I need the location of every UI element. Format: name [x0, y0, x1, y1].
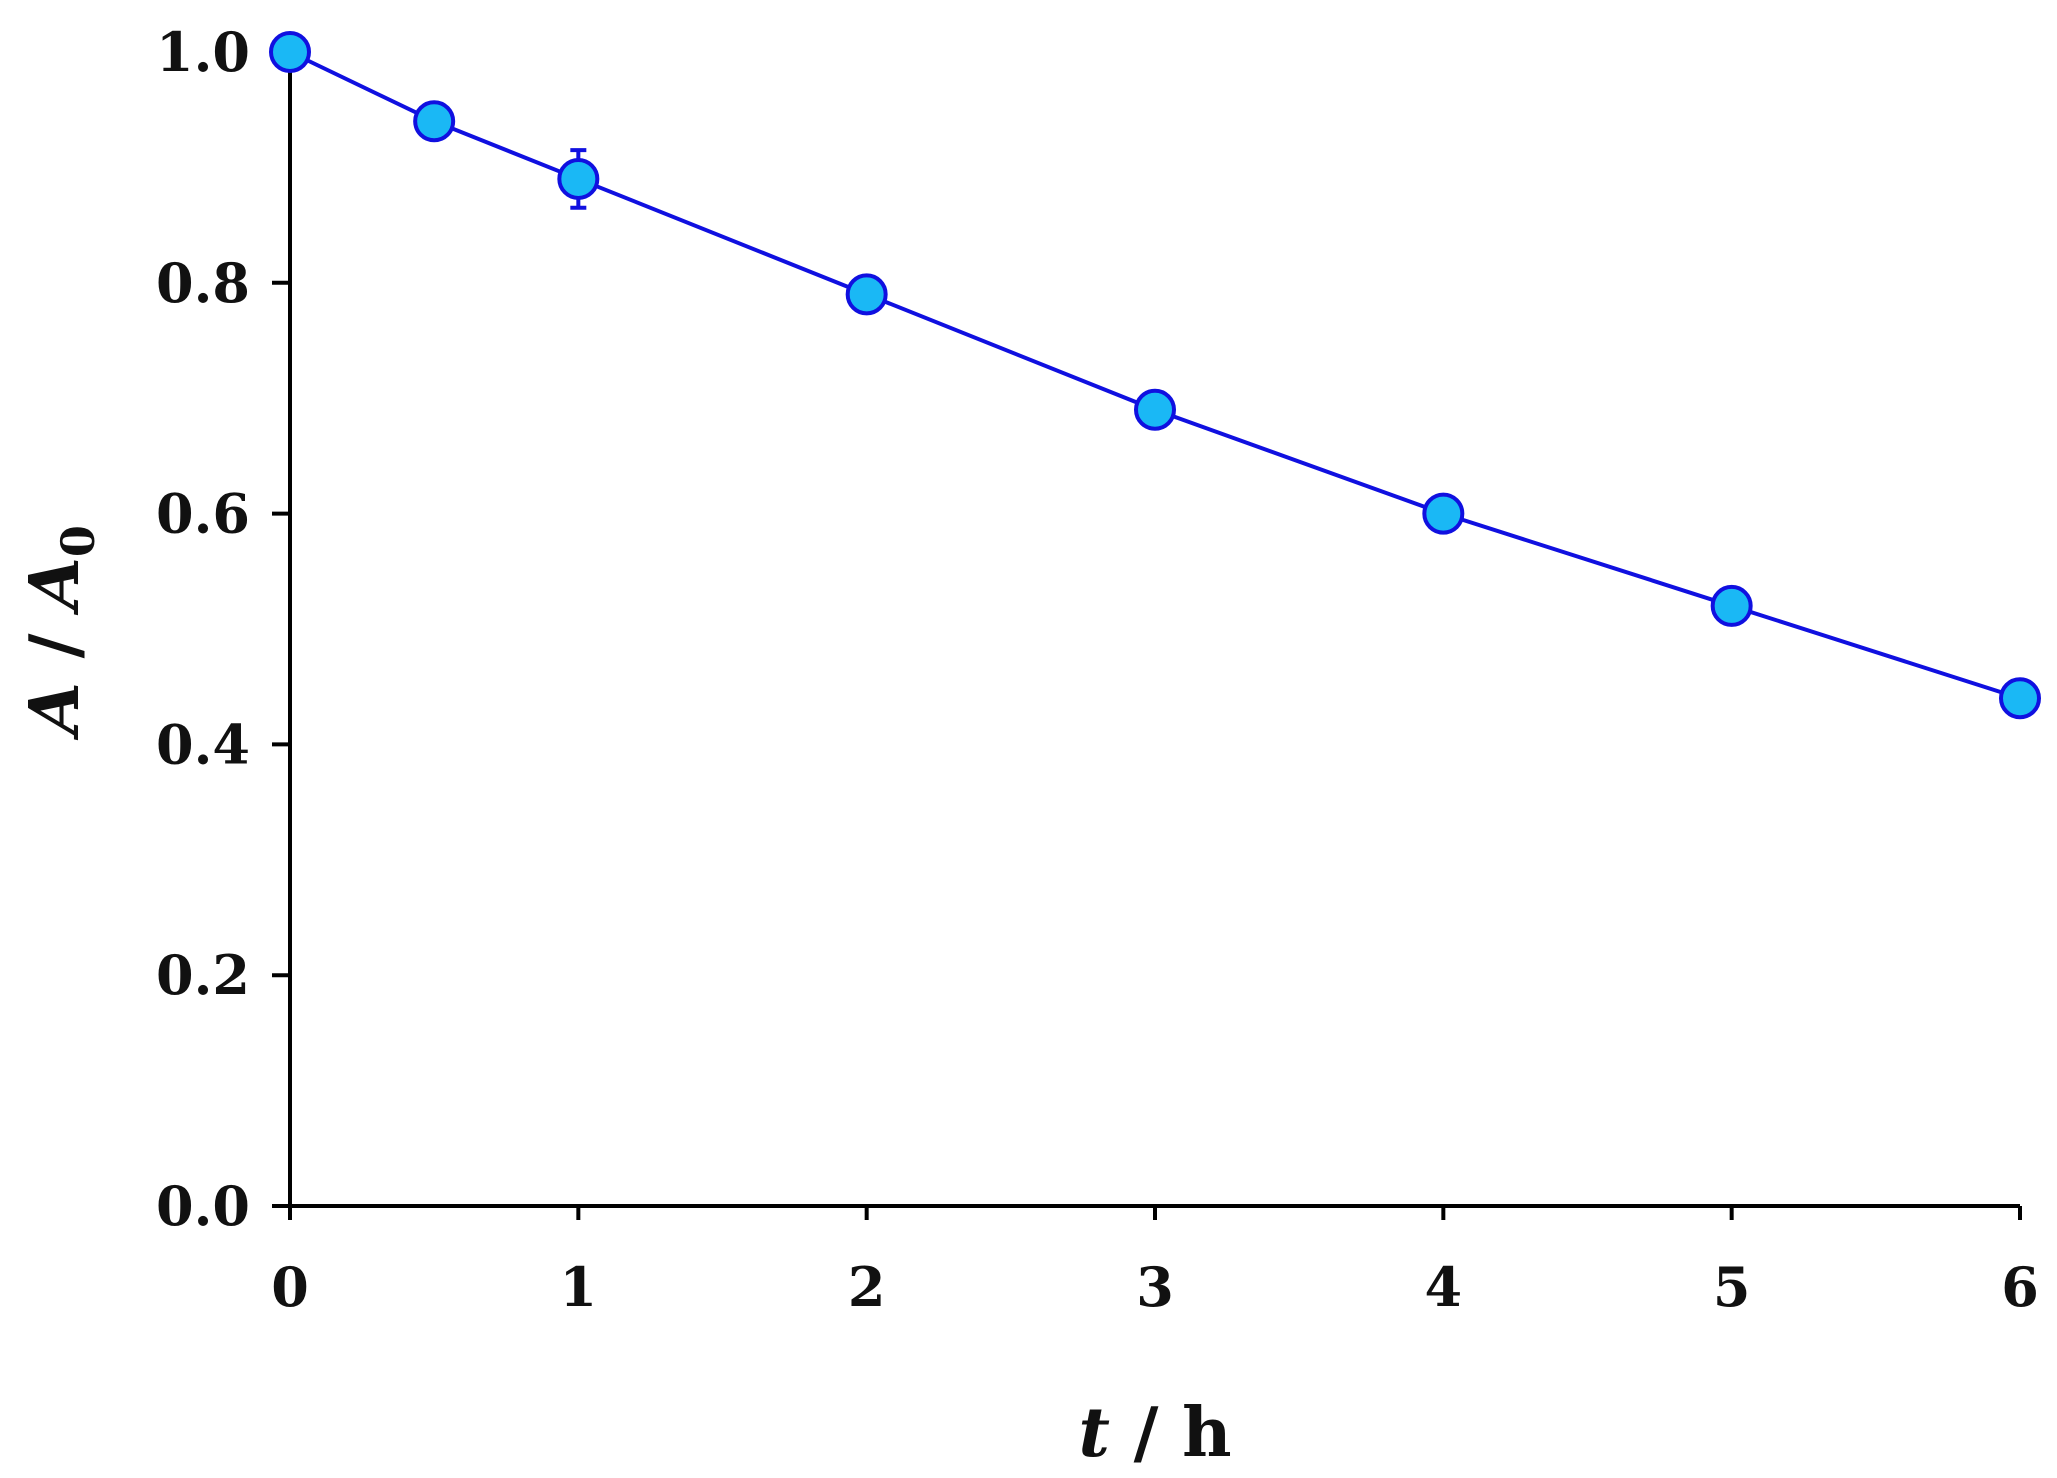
x-ticks: 0 1 2 3 4 5 6 [271, 1206, 2039, 1319]
x-axis-title: t / h [1078, 1393, 1231, 1473]
y-axis-title: A / A0 [15, 525, 105, 741]
y-axis-title-subscript: 0 [51, 525, 105, 557]
x-tick-label: 2 [848, 1255, 886, 1319]
x-tick-label: 4 [1425, 1255, 1463, 1319]
y-axis-title-var: A [15, 682, 95, 741]
y-ticks: 0.0 0.2 0.4 0.6 0.8 1.0 [156, 20, 290, 1238]
axes [288, 52, 2020, 1208]
y-axis-title-ref: A [15, 557, 95, 616]
data-point [1422, 492, 1465, 535]
data-point [269, 31, 311, 73]
data-point [1710, 584, 1753, 627]
y-tick-label: 1.0 [156, 20, 250, 84]
y-tick-label: 0.0 [156, 1174, 250, 1238]
x-axis-title-var: t [1078, 1393, 1109, 1473]
series-line [289, 50, 2021, 701]
data-point [1999, 677, 2041, 720]
series-layer [269, 31, 2041, 720]
data-point [845, 273, 888, 316]
x-axis-title-unit: / h [1110, 1393, 1232, 1473]
data-point [413, 100, 456, 143]
x-tick-label: 1 [560, 1255, 598, 1319]
y-axis-title-slash: / [15, 610, 95, 682]
data-point [557, 157, 600, 200]
x-tick-label: 3 [1136, 1255, 1174, 1319]
y-tick-label: 0.8 [156, 251, 250, 315]
y-tick-label: 0.2 [156, 943, 250, 1007]
y-tick-label: 0.4 [156, 712, 250, 776]
x-tick-label: 0 [271, 1255, 309, 1319]
y-tick-label: 0.6 [156, 482, 250, 546]
data-point [1134, 388, 1176, 431]
x-tick-label: 6 [2001, 1255, 2039, 1319]
x-tick-label: 5 [1713, 1255, 1751, 1319]
